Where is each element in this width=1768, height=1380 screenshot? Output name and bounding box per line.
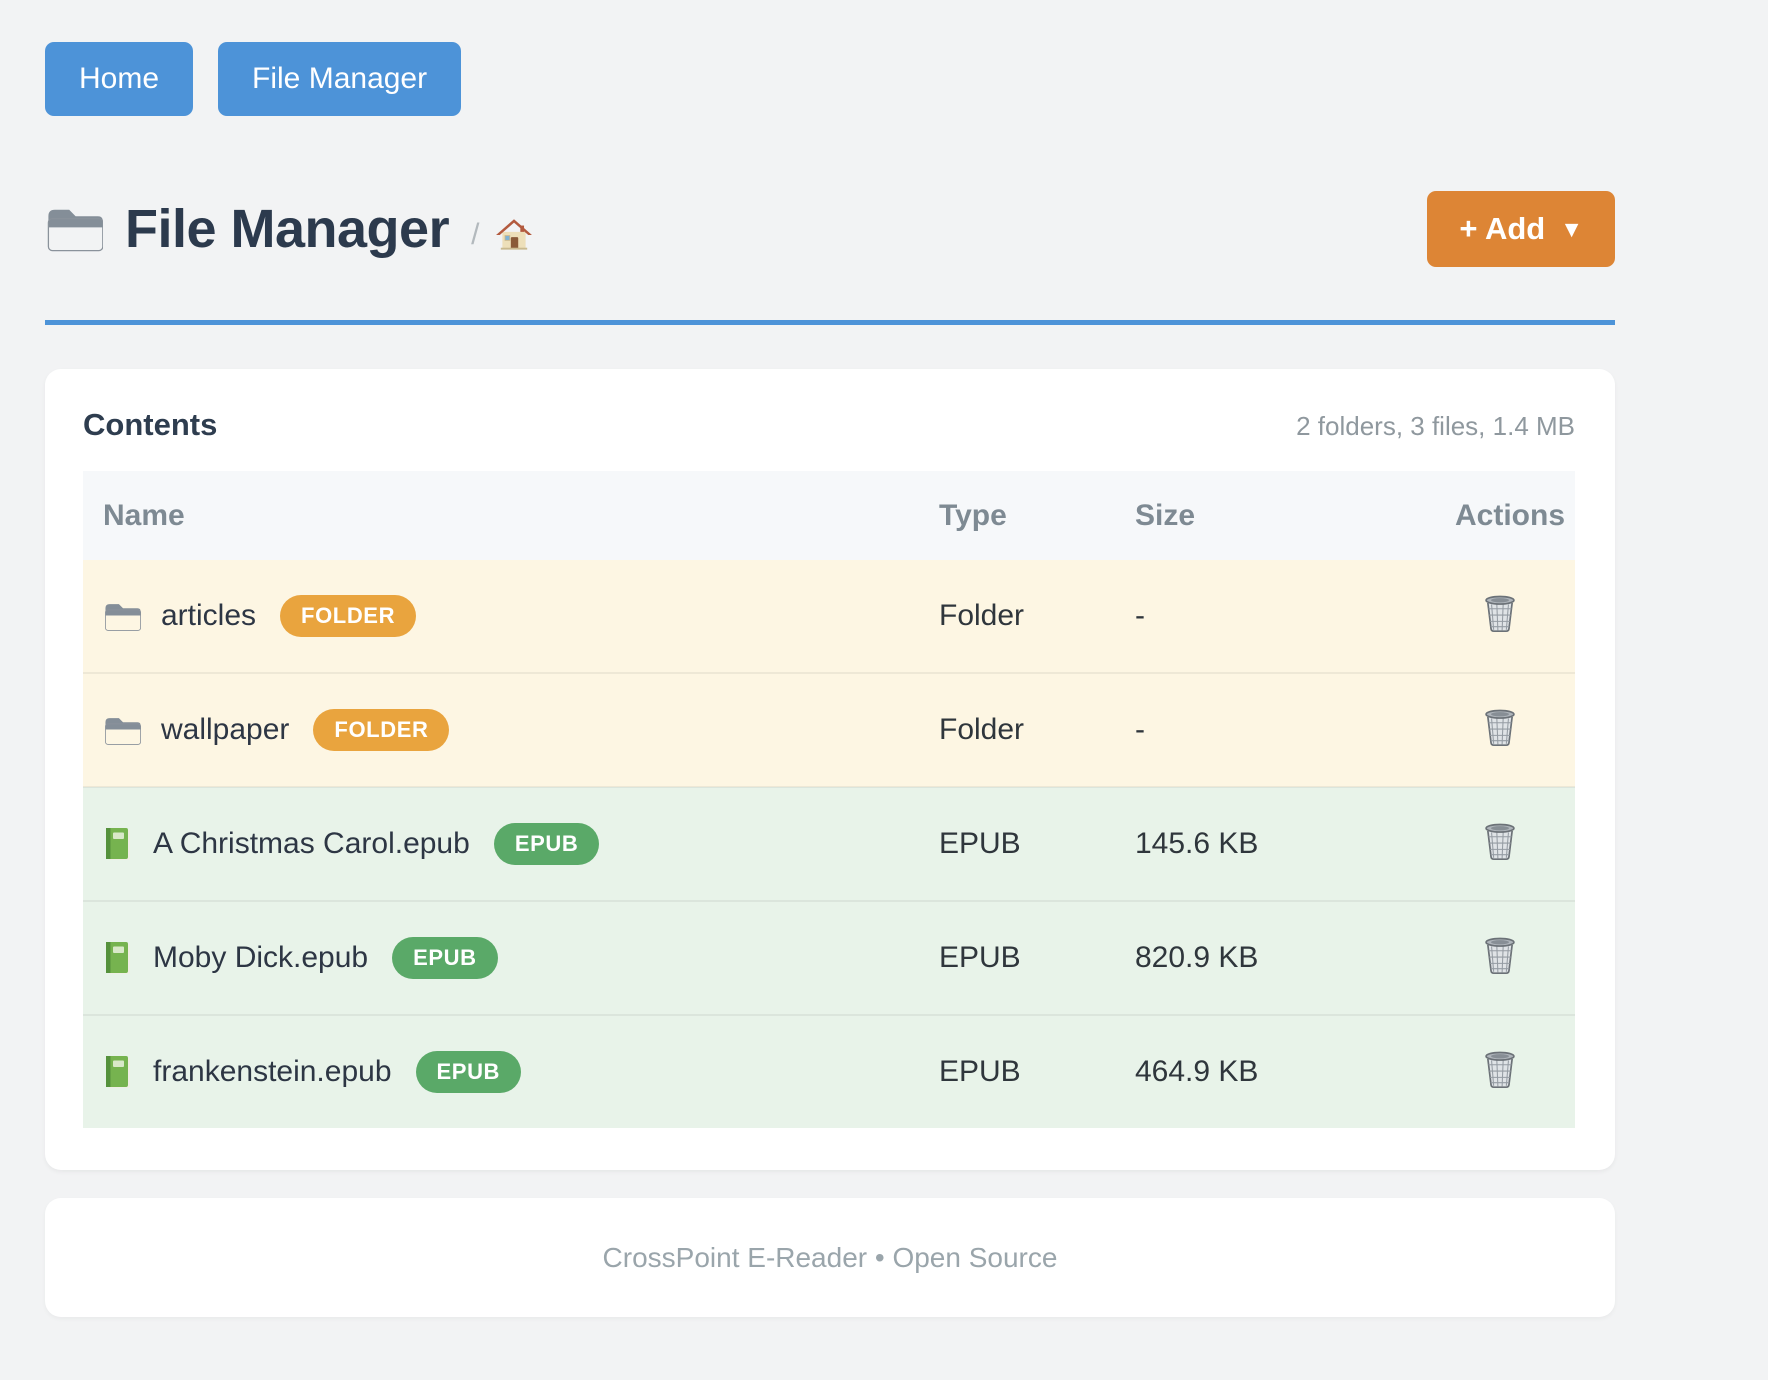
- table-row-articles[interactable]: articles FOLDER Folder -: [83, 560, 1575, 673]
- folder-icon: [103, 601, 141, 632]
- epub-badge: EPUB: [392, 937, 498, 979]
- file-name-link[interactable]: articles: [161, 599, 257, 632]
- delete-button[interactable]: [1479, 1047, 1521, 1093]
- delete-button[interactable]: [1479, 591, 1521, 637]
- column-header-name: Name: [83, 471, 919, 560]
- chevron-down-icon: ▼: [1560, 215, 1583, 242]
- top-nav: Home File Manager: [45, 0, 1615, 116]
- file-type: EPUB: [919, 786, 1115, 901]
- file-type: EPUB: [919, 1014, 1115, 1128]
- column-header-type: Type: [919, 471, 1115, 560]
- file-name-link[interactable]: Moby Dick.epub: [153, 941, 369, 974]
- file-size: -: [1135, 599, 1145, 632]
- footer-text: CrossPoint E-Reader • Open Source: [602, 1241, 1058, 1273]
- file-type: Folder: [919, 672, 1115, 787]
- folder-icon: [45, 205, 103, 253]
- file-size: 464.9 KB: [1115, 1014, 1435, 1128]
- trash-icon: [1483, 1051, 1517, 1089]
- book-icon: [103, 941, 133, 975]
- trash-icon: [1483, 595, 1517, 633]
- delete-button[interactable]: [1479, 705, 1521, 751]
- file-name-link[interactable]: wallpaper: [161, 713, 290, 746]
- table-row-frankenstein[interactable]: frankenstein.epub EPUB EPUB 464.9 KB: [83, 1014, 1575, 1128]
- file-size: 145.6 KB: [1115, 786, 1435, 901]
- file-size: 820.9 KB: [1115, 900, 1435, 1015]
- table-row-wallpaper[interactable]: wallpaper FOLDER Folder -: [83, 672, 1575, 787]
- table-row-christmas-carol[interactable]: A Christmas Carol.epub EPUB EPUB 145.6 K…: [83, 786, 1575, 901]
- title-group: File Manager /: [45, 198, 533, 260]
- table-header-row: Name Type Size Actions: [83, 471, 1575, 560]
- folder-badge: FOLDER: [280, 595, 417, 637]
- file-manager-button[interactable]: File Manager: [218, 42, 462, 116]
- page-title: File Manager: [125, 199, 450, 259]
- column-header-size: Size: [1115, 471, 1435, 560]
- footer: CrossPoint E-Reader • Open Source: [45, 1198, 1615, 1317]
- epub-badge: EPUB: [415, 1051, 522, 1093]
- page: Home File Manager File Manager / + Add ▼…: [45, 0, 1615, 1317]
- home-button[interactable]: Home: [45, 42, 194, 116]
- table-row-moby-dick[interactable]: Moby Dick.epub EPUB EPUB 820.9 KB: [83, 900, 1575, 1015]
- trash-icon: [1483, 709, 1517, 747]
- home-icon[interactable]: [495, 217, 533, 251]
- book-icon: [103, 827, 133, 861]
- folder-badge: FOLDER: [313, 709, 450, 751]
- add-button[interactable]: + Add ▼: [1427, 191, 1615, 267]
- book-icon: [103, 1055, 133, 1089]
- file-type: EPUB: [919, 900, 1115, 1015]
- contents-card: Contents 2 folders, 3 files, 1.4 MB Name…: [45, 369, 1615, 1170]
- column-header-actions: Actions: [1435, 471, 1575, 560]
- contents-summary: 2 folders, 3 files, 1.4 MB: [1296, 411, 1575, 441]
- page-header: File Manager / + Add ▼: [45, 190, 1615, 268]
- epub-badge: EPUB: [493, 823, 600, 865]
- header-divider: [45, 320, 1615, 325]
- delete-button[interactable]: [1479, 933, 1521, 979]
- breadcrumb-separator: /: [471, 218, 480, 251]
- add-button-label: + Add: [1459, 211, 1546, 246]
- file-name-link[interactable]: frankenstein.epub: [153, 1055, 392, 1088]
- file-name-link[interactable]: A Christmas Carol.epub: [153, 827, 470, 860]
- file-size: -: [1115, 672, 1435, 787]
- delete-button[interactable]: [1479, 819, 1521, 865]
- contents-heading: Contents: [83, 407, 218, 442]
- file-table: Name Type Size Actions articles FOLDER F…: [83, 471, 1575, 1128]
- file-type: Folder: [939, 599, 1025, 632]
- trash-icon: [1483, 823, 1517, 861]
- trash-icon: [1483, 937, 1517, 975]
- folder-icon: [103, 715, 141, 746]
